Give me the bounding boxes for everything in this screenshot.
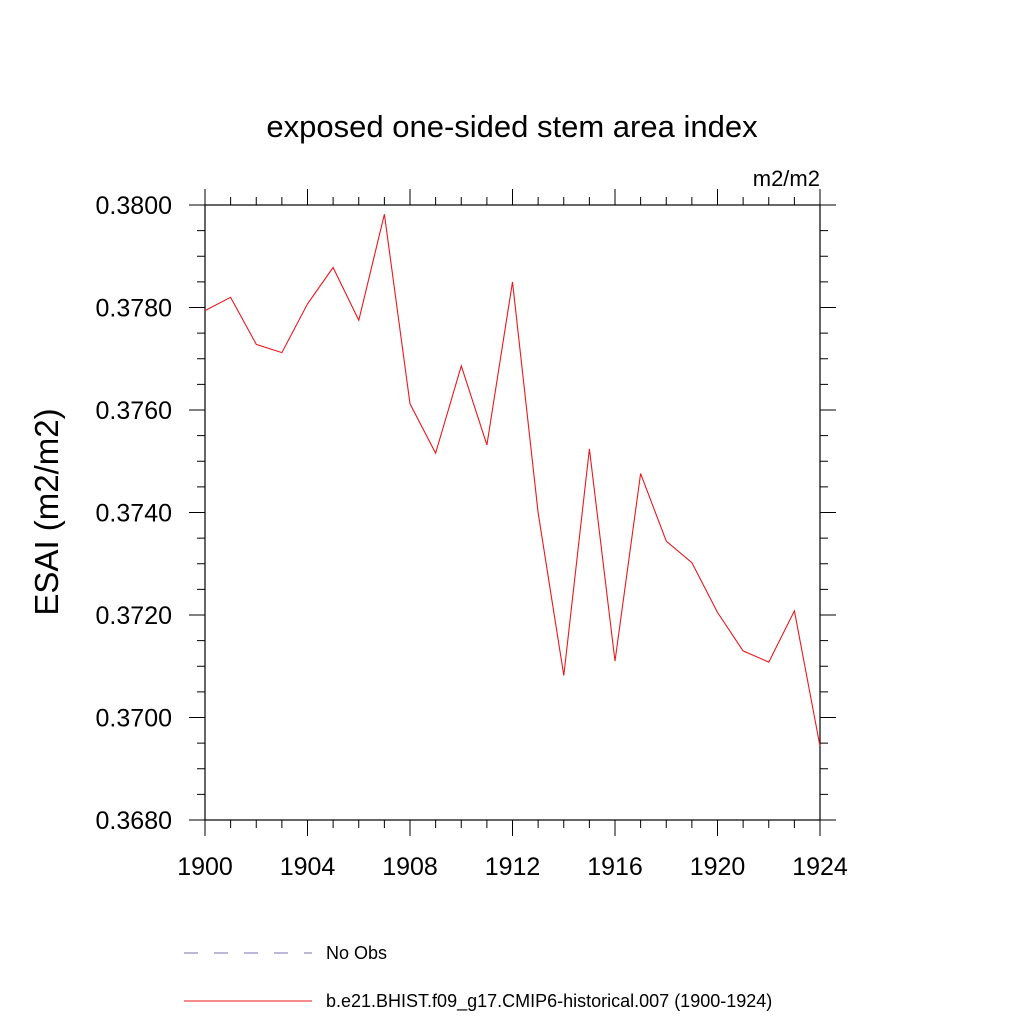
chart-title: exposed one-sided stem area index <box>266 109 758 144</box>
x-tick-label: 1904 <box>280 853 336 881</box>
series-line-0 <box>204 214 821 747</box>
y-tick-label: 0.3680 <box>96 807 172 835</box>
data-point <box>562 674 565 677</box>
y-tick-label: 0.3700 <box>96 705 172 733</box>
series-layer <box>204 213 822 748</box>
data-point <box>255 343 258 346</box>
x-tick-label: 1908 <box>382 853 438 881</box>
x-tick-label: 1900 <box>177 853 233 881</box>
x-tick-label: 1912 <box>485 853 541 881</box>
legend: No Obs b.e21.BHIST.f09_g17.CMIP6-historic… <box>184 943 772 1012</box>
data-point <box>383 213 386 216</box>
data-point <box>306 302 309 305</box>
data-point <box>409 402 412 405</box>
data-point <box>460 364 463 367</box>
data-point <box>793 609 796 612</box>
data-point <box>639 472 642 475</box>
data-point <box>357 319 360 322</box>
data-point <box>434 452 437 455</box>
units-label: m2/m2 <box>753 166 820 191</box>
data-point <box>742 649 745 652</box>
legend-label-1: b.e21.BHIST.f09_g17.CMIP6-historical.007… <box>326 991 772 1012</box>
data-point <box>665 540 668 543</box>
data-point <box>280 351 283 354</box>
data-point <box>690 561 693 564</box>
data-point <box>588 447 591 450</box>
data-point <box>332 266 335 269</box>
data-point <box>819 745 822 748</box>
y-tick-label: 0.3760 <box>96 397 172 425</box>
y-axis-label: ESAI (m2/m2) <box>28 408 65 615</box>
axes: 0.3800 0.3780 0.3760 0.3740 0.3720 0.3700 0.36… <box>96 189 848 881</box>
y-tick-label: 0.3800 <box>96 192 172 220</box>
x-tick-label: 1920 <box>690 853 746 881</box>
y-tick-label: 0.3740 <box>96 500 172 528</box>
legend-label-0: No Obs <box>326 943 387 963</box>
y-tick-label: 0.3780 <box>96 295 172 323</box>
data-point <box>485 443 488 446</box>
data-point <box>537 511 540 514</box>
data-point <box>229 296 232 299</box>
data-point <box>614 660 617 663</box>
data-point <box>511 280 514 283</box>
data-point <box>204 309 207 312</box>
plot-frame <box>204 204 821 821</box>
data-point <box>716 611 719 614</box>
data-point <box>767 661 770 664</box>
x-tick-label: 1916 <box>587 853 643 881</box>
x-tick-label: 1924 <box>792 853 848 881</box>
y-tick-label: 0.3720 <box>96 602 172 630</box>
